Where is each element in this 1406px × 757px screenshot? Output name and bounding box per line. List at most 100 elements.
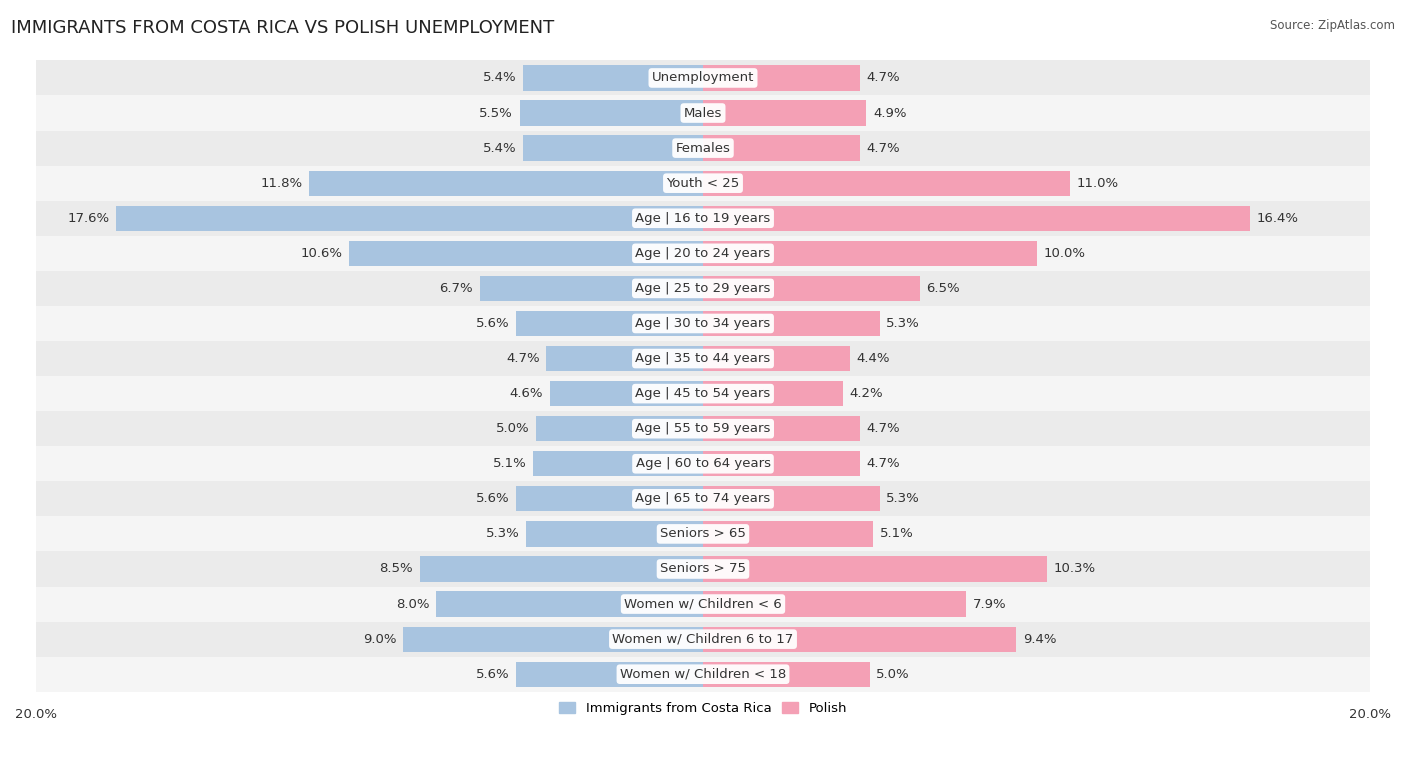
Bar: [37, 516, 1369, 551]
Text: 4.7%: 4.7%: [866, 71, 900, 85]
Text: 20.0%: 20.0%: [15, 708, 58, 721]
Bar: [703, 311, 880, 336]
Text: Age | 20 to 24 years: Age | 20 to 24 years: [636, 247, 770, 260]
Bar: [37, 446, 1369, 481]
Text: 8.5%: 8.5%: [380, 562, 413, 575]
Bar: [703, 591, 966, 617]
Bar: [37, 656, 1369, 692]
Text: 10.6%: 10.6%: [301, 247, 343, 260]
Bar: [37, 201, 1369, 235]
Text: 5.3%: 5.3%: [886, 492, 920, 506]
Bar: [479, 276, 703, 301]
Text: 4.7%: 4.7%: [866, 142, 900, 154]
Text: 10.0%: 10.0%: [1043, 247, 1085, 260]
Bar: [37, 587, 1369, 621]
Text: Age | 55 to 59 years: Age | 55 to 59 years: [636, 422, 770, 435]
Text: 5.0%: 5.0%: [496, 422, 530, 435]
Bar: [703, 65, 859, 91]
Text: IMMIGRANTS FROM COSTA RICA VS POLISH UNEMPLOYMENT: IMMIGRANTS FROM COSTA RICA VS POLISH UNE…: [11, 19, 554, 37]
Bar: [703, 241, 1036, 266]
Bar: [703, 170, 1070, 196]
Bar: [703, 662, 870, 687]
Text: 4.6%: 4.6%: [509, 387, 543, 400]
Bar: [309, 170, 703, 196]
Text: Age | 35 to 44 years: Age | 35 to 44 years: [636, 352, 770, 365]
Text: Seniors > 65: Seniors > 65: [659, 528, 747, 540]
Bar: [37, 621, 1369, 656]
Text: 5.4%: 5.4%: [482, 71, 516, 85]
Bar: [703, 381, 844, 407]
Text: 9.4%: 9.4%: [1024, 633, 1057, 646]
Bar: [37, 306, 1369, 341]
Bar: [703, 627, 1017, 652]
Text: 4.7%: 4.7%: [866, 457, 900, 470]
Bar: [533, 451, 703, 476]
Text: Women w/ Children < 18: Women w/ Children < 18: [620, 668, 786, 681]
Bar: [520, 101, 703, 126]
Text: 4.4%: 4.4%: [856, 352, 890, 365]
Text: Females: Females: [675, 142, 731, 154]
Text: 5.4%: 5.4%: [482, 142, 516, 154]
Bar: [547, 346, 703, 371]
Text: 5.6%: 5.6%: [477, 492, 509, 506]
Bar: [37, 411, 1369, 446]
Text: 5.5%: 5.5%: [479, 107, 513, 120]
Text: 5.3%: 5.3%: [486, 528, 520, 540]
Text: 5.3%: 5.3%: [886, 317, 920, 330]
Text: Seniors > 75: Seniors > 75: [659, 562, 747, 575]
Bar: [536, 416, 703, 441]
Bar: [516, 486, 703, 512]
Bar: [526, 522, 703, 547]
Text: 5.6%: 5.6%: [477, 317, 509, 330]
Text: Males: Males: [683, 107, 723, 120]
Text: Age | 65 to 74 years: Age | 65 to 74 years: [636, 492, 770, 506]
Text: 5.1%: 5.1%: [492, 457, 526, 470]
Text: 5.6%: 5.6%: [477, 668, 509, 681]
Text: 10.3%: 10.3%: [1053, 562, 1095, 575]
Text: 9.0%: 9.0%: [363, 633, 396, 646]
Text: 5.0%: 5.0%: [876, 668, 910, 681]
Text: 4.7%: 4.7%: [506, 352, 540, 365]
Bar: [37, 61, 1369, 95]
Bar: [550, 381, 703, 407]
Text: 4.7%: 4.7%: [866, 422, 900, 435]
Text: 6.7%: 6.7%: [439, 282, 472, 295]
Text: Source: ZipAtlas.com: Source: ZipAtlas.com: [1270, 19, 1395, 32]
Bar: [516, 311, 703, 336]
Text: Age | 30 to 34 years: Age | 30 to 34 years: [636, 317, 770, 330]
Bar: [516, 662, 703, 687]
Text: 4.2%: 4.2%: [849, 387, 883, 400]
Text: Age | 16 to 19 years: Age | 16 to 19 years: [636, 212, 770, 225]
Text: 16.4%: 16.4%: [1257, 212, 1299, 225]
Text: 11.0%: 11.0%: [1077, 176, 1119, 190]
Bar: [117, 206, 703, 231]
Bar: [37, 551, 1369, 587]
Text: 4.9%: 4.9%: [873, 107, 907, 120]
Text: Women w/ Children 6 to 17: Women w/ Children 6 to 17: [613, 633, 793, 646]
Bar: [37, 271, 1369, 306]
Bar: [703, 416, 859, 441]
Bar: [703, 206, 1250, 231]
Bar: [703, 276, 920, 301]
Bar: [419, 556, 703, 581]
Text: Youth < 25: Youth < 25: [666, 176, 740, 190]
Bar: [703, 101, 866, 126]
Bar: [703, 522, 873, 547]
Bar: [37, 376, 1369, 411]
Text: 17.6%: 17.6%: [67, 212, 110, 225]
Bar: [703, 486, 880, 512]
Text: 11.8%: 11.8%: [260, 176, 302, 190]
Bar: [37, 341, 1369, 376]
Legend: Immigrants from Costa Rica, Polish: Immigrants from Costa Rica, Polish: [554, 696, 852, 720]
Text: 20.0%: 20.0%: [1348, 708, 1391, 721]
Text: 8.0%: 8.0%: [396, 597, 429, 611]
Text: 5.1%: 5.1%: [880, 528, 914, 540]
Bar: [37, 130, 1369, 166]
Text: Age | 45 to 54 years: Age | 45 to 54 years: [636, 387, 770, 400]
Text: 6.5%: 6.5%: [927, 282, 960, 295]
Bar: [436, 591, 703, 617]
Text: Unemployment: Unemployment: [652, 71, 754, 85]
Bar: [523, 136, 703, 160]
Text: 7.9%: 7.9%: [973, 597, 1007, 611]
Bar: [350, 241, 703, 266]
